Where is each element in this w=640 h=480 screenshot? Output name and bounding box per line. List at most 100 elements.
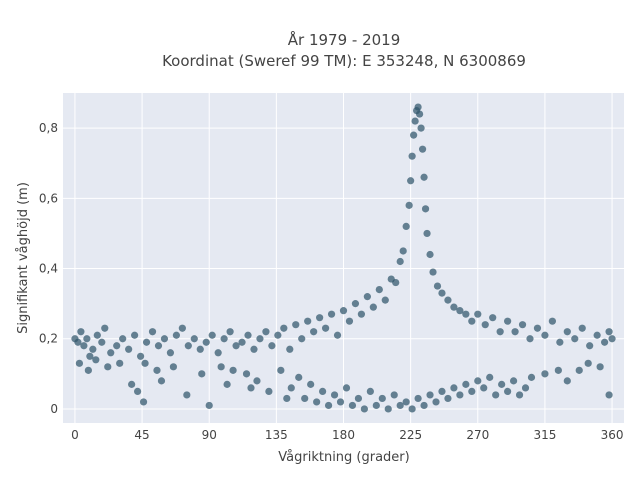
y-tick-label: 0,4 [39, 262, 58, 276]
data-point [101, 324, 109, 332]
data-point [277, 366, 285, 374]
data-point [369, 303, 377, 311]
data-point [298, 335, 306, 343]
data-point [283, 394, 291, 403]
data-point [563, 377, 571, 385]
data-point [351, 300, 360, 308]
data-point [571, 335, 579, 343]
data-point [402, 222, 410, 231]
data-point [605, 391, 613, 399]
data-point [474, 310, 482, 318]
data-point [136, 352, 145, 360]
data-point [357, 310, 366, 318]
data-point [584, 359, 592, 367]
data-point [316, 314, 324, 322]
data-point [509, 377, 518, 385]
data-point [360, 405, 368, 413]
data-point [304, 317, 312, 325]
data-point [527, 373, 536, 381]
data-point [420, 401, 428, 410]
data-point [554, 366, 562, 374]
data-point [86, 352, 94, 360]
data-point [433, 282, 442, 290]
data-point [456, 391, 464, 399]
data-point [526, 335, 534, 343]
data-point [601, 338, 609, 346]
data-point [339, 307, 348, 315]
data-point [474, 377, 482, 385]
data-point [295, 373, 303, 381]
data-point [280, 324, 288, 332]
data-point [198, 370, 206, 378]
data-point [134, 387, 142, 396]
data-point [256, 335, 264, 343]
data-point [596, 363, 604, 371]
data-point [556, 338, 564, 346]
data-point [83, 335, 91, 343]
data-point [396, 401, 404, 410]
data-point [421, 205, 430, 213]
data-point [541, 370, 549, 378]
data-point [504, 387, 512, 396]
x-tick-label: 180 [332, 428, 355, 442]
data-point [417, 124, 425, 132]
data-point [608, 335, 616, 343]
tick-label-layer: 0 45 90 135 180 225 270 315 360 0 0,2 0,4 0,6 0,8 [39, 121, 624, 442]
data-point [310, 328, 318, 336]
data-point [229, 366, 237, 374]
x-tick-label: 225 [399, 428, 422, 442]
data-point [348, 401, 357, 410]
data-points-layer [71, 103, 616, 413]
x-tick-label: 45 [134, 428, 149, 442]
data-point [128, 380, 136, 388]
data-point [444, 296, 452, 304]
data-point [492, 391, 500, 399]
data-point [131, 331, 139, 339]
data-point [438, 289, 446, 297]
data-point [593, 331, 601, 339]
data-point [93, 331, 101, 339]
chart-title-line-2: Koordinat (Sweref 99 TM): E 353248, N 63… [162, 52, 526, 70]
y-axis-title: Signifikant våghöjd (m) [16, 182, 31, 334]
data-point [202, 338, 210, 346]
data-point [548, 317, 556, 325]
x-tick-label: 360 [601, 428, 624, 442]
data-point [408, 405, 416, 413]
data-point [292, 321, 300, 329]
data-point [113, 342, 121, 350]
data-point [153, 366, 161, 374]
data-point [418, 145, 427, 153]
data-point [238, 338, 246, 346]
data-point [563, 328, 571, 336]
data-point [301, 394, 309, 403]
data-point [504, 317, 512, 325]
data-point [242, 370, 251, 378]
data-point [313, 398, 321, 406]
data-point [578, 324, 586, 332]
data-point [407, 177, 415, 185]
data-point [426, 391, 434, 399]
data-point [98, 338, 106, 346]
y-tick-label: 0,8 [39, 121, 58, 135]
data-point [378, 394, 386, 403]
data-point [372, 401, 380, 410]
data-point [220, 335, 228, 343]
data-point [462, 380, 470, 388]
data-point [511, 328, 519, 336]
data-point [286, 345, 294, 353]
data-point [80, 342, 88, 350]
data-point [190, 335, 198, 343]
data-point [166, 349, 175, 357]
data-point [336, 398, 345, 406]
data-point [247, 384, 255, 392]
data-point [518, 321, 527, 329]
data-point [342, 384, 351, 392]
data-point [119, 335, 127, 343]
data-point [375, 285, 383, 294]
data-point [169, 363, 178, 371]
data-point [423, 229, 431, 238]
y-tick-label: 0 [50, 402, 58, 416]
data-point [384, 405, 392, 413]
data-point [405, 201, 413, 209]
